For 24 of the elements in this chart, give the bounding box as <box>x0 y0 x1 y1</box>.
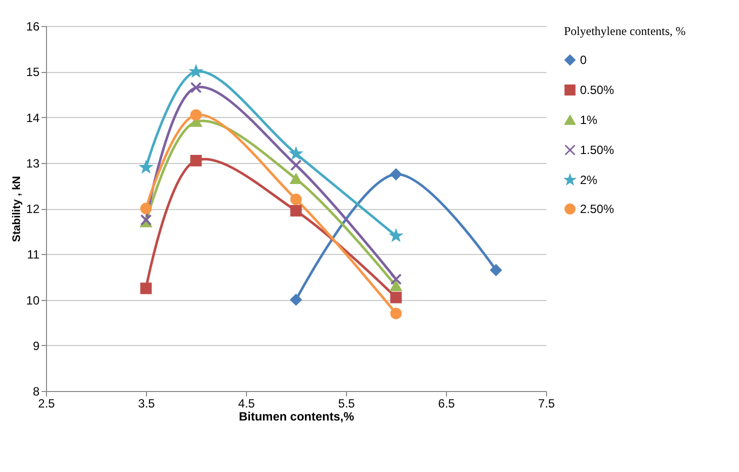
legend-label: 1% <box>580 113 598 127</box>
y-axis-title: Stability , kN <box>11 176 24 242</box>
y-tick-label: 10 <box>26 293 40 308</box>
y-tick-label: 13 <box>26 156 40 170</box>
y-tick-label: 14 <box>26 110 40 125</box>
y-tick-label: 8 <box>32 384 40 398</box>
y-tick-label: 11 <box>27 248 40 262</box>
legend-label: 0 <box>580 53 587 67</box>
legend-label: 2% <box>580 173 598 187</box>
y-tick-label: 16 <box>26 20 40 34</box>
x-tick-label: 4.5 <box>238 396 256 410</box>
x-tick-label: 7.5 <box>538 396 556 410</box>
x-tick-label: 2.5 <box>38 396 56 410</box>
x-tick-label: 5.5 <box>338 396 356 410</box>
x-axis-title: Bitumen contents,% <box>238 410 354 424</box>
x-tick-label: 6.5 <box>438 396 456 410</box>
legend-title: Polyethylene contents, % <box>564 24 686 38</box>
legend-label: 1.50% <box>580 143 614 157</box>
legend-label: 0.50% <box>580 83 614 97</box>
y-tick-label: 9 <box>32 338 40 353</box>
y-tick-label: 15 <box>26 65 40 80</box>
y-tick-label: 12 <box>26 202 40 216</box>
x-tick-label: 3.5 <box>138 396 156 410</box>
legend-label: 2.50% <box>580 202 614 216</box>
